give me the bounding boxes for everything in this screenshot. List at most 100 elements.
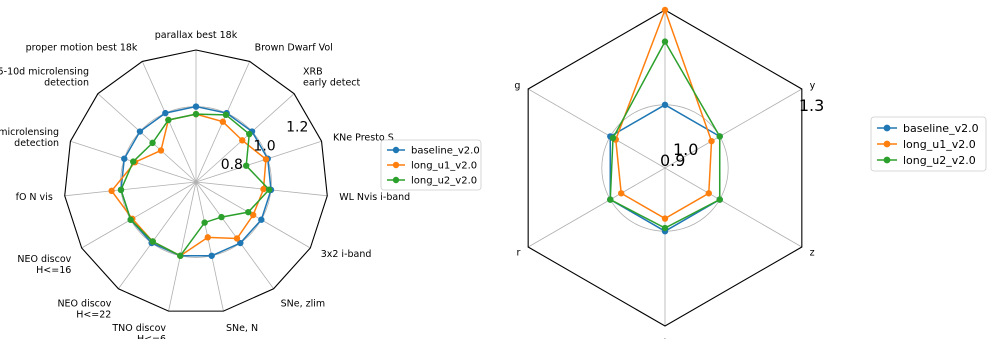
radar-chart-metrics: parallax best 18k Brown Dwarf Vol XRB early…: [0, 30, 482, 339]
data-point: [609, 134, 617, 142]
legend-marker: [883, 156, 891, 164]
axis-label-parallax-best-18k: parallax best 18k: [155, 30, 238, 41]
frame-polygon: [64, 49, 328, 312]
radar-grid: [64, 49, 328, 312]
radial-tick-label: 1.0: [253, 138, 275, 154]
spoke-line: [64, 181, 197, 197]
data-point: [136, 128, 144, 135]
data-point: [222, 111, 230, 119]
data-point: [661, 224, 669, 232]
data-point: [130, 158, 137, 165]
data-point: [708, 137, 715, 145]
radial-tick-labels: 0.8 1.0 1.2: [221, 120, 309, 174]
legend-marker: [392, 161, 400, 169]
data-point: [192, 103, 200, 110]
series-line: [110, 113, 267, 257]
axis-label-proper-motion-best-18k: proper motion best 18k: [26, 42, 138, 53]
data-point: [618, 190, 625, 197]
legend-marker: [883, 124, 891, 132]
series-line: [120, 105, 272, 257]
data-point: [201, 219, 208, 226]
legend-label: baseline_v2.0: [411, 146, 480, 157]
axis-label-5-10d-microlensing-detection: 5-10d microlensing detection: [0, 67, 89, 89]
axis-label-brown-dwarf-vol: Brown Dwarf Vol: [255, 42, 333, 53]
data-point: [705, 190, 712, 197]
data-point: [219, 118, 227, 125]
radial-tick-label: 0.9: [660, 151, 685, 170]
legend-label: long_u1_v2.0: [903, 138, 976, 151]
series-line: [120, 113, 271, 257]
spoke-line: [527, 167, 666, 248]
data-point: [239, 137, 246, 144]
spoke-line: [168, 181, 197, 312]
data-point: [149, 238, 156, 245]
legend-marker: [392, 146, 400, 154]
axis-label-z: z: [810, 248, 815, 259]
radar-series: [108, 103, 275, 259]
legend-item-long-u2-v2-0: long_u2_v2.0: [877, 154, 976, 167]
radial-tick-label: 1.3: [799, 96, 824, 115]
legend-item-baseline-v2-0: baseline_v2.0: [877, 122, 979, 135]
data-point: [262, 156, 270, 163]
data-point: [117, 186, 125, 194]
legend-label: long_u1_v2.0: [411, 161, 477, 172]
legend-marker: [883, 140, 891, 148]
spoke-line: [195, 140, 322, 183]
axis-label-y: y: [810, 81, 816, 92]
data-point: [260, 185, 267, 193]
axis-label-sne-zlim: SNe, zlim: [281, 298, 326, 309]
axis-label-xrb-early-detect: XRB early detect: [303, 67, 361, 89]
data-point: [108, 187, 115, 195]
legend-label: long_u2_v2.0: [903, 154, 976, 167]
spoke-line: [195, 181, 224, 312]
legend-box: [380, 139, 482, 191]
spoke-line: [664, 88, 803, 169]
data-point: [162, 109, 169, 117]
legend-box: [870, 116, 987, 172]
radial-tick-label: 1.0: [673, 140, 698, 159]
data-point: [165, 116, 172, 124]
legend-item-long-u1-v2-0: long_u1_v2.0: [387, 161, 477, 172]
legend-label: long_u2_v2.0: [411, 176, 477, 187]
axis-labels: parallax best 18k Brown Dwarf Vol XRB early…: [0, 30, 410, 339]
data-point: [716, 133, 723, 140]
data-point: [149, 139, 156, 147]
spoke-line: [195, 181, 274, 290]
data-point: [208, 252, 215, 259]
spoke-line: [527, 88, 666, 169]
spoke-line: [195, 93, 295, 183]
legend: baseline_v2.0 long_u1_v2.0 long_u2_v2.0: [870, 116, 987, 172]
spoke-line: [81, 181, 197, 249]
axis-label-wl-nvis-i-band: WL Nvis i-band: [339, 192, 410, 203]
data-point: [121, 155, 128, 162]
legend-item-long-u2-v2-0: long_u2_v2.0: [387, 176, 477, 187]
data-point: [607, 196, 614, 203]
data-point: [245, 208, 252, 216]
axis-label-neo-discov-h-22: NEO discov H<=22: [57, 298, 111, 320]
data-point: [204, 234, 211, 241]
data-point: [265, 186, 273, 193]
data-point: [661, 215, 669, 222]
radar-series: [607, 6, 723, 235]
data-point: [661, 6, 669, 14]
radar-chart-filters: uyzirg 0.91.01.3 baseline_v2.0long_u1_v2…: [514, 0, 987, 339]
data-point: [127, 216, 134, 223]
legend-label: baseline_v2.0: [903, 122, 979, 135]
axis-label-3x2-i-band: 3x2 i-band: [321, 249, 372, 260]
series-long-u2-v2-0: [117, 110, 273, 259]
spoke-line: [118, 181, 197, 290]
spoke-line: [97, 93, 197, 183]
data-point: [233, 235, 241, 242]
axis-label-fo-n-vis: fO N vis: [16, 192, 53, 203]
data-point: [716, 196, 723, 203]
radar-grid: [527, 9, 803, 327]
data-point: [249, 211, 257, 219]
radial-tick-label: 1.2: [286, 120, 308, 136]
axis-label-sne-n: SNe, N: [226, 323, 258, 334]
data-point: [177, 252, 184, 259]
axis-label-neo-discov-h-16: NEO discov H<=16: [17, 254, 71, 276]
data-point: [192, 110, 200, 118]
